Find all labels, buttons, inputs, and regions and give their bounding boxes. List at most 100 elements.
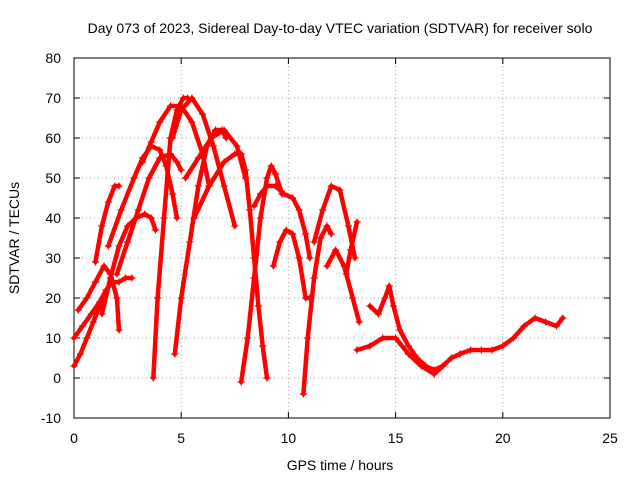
data-point <box>246 206 254 214</box>
data-point <box>181 174 189 182</box>
data-point <box>499 342 507 350</box>
data-point <box>327 230 335 238</box>
x-tick-label: 0 <box>70 430 78 446</box>
data-point <box>282 226 290 234</box>
data-point <box>231 222 239 230</box>
data-point <box>317 234 325 242</box>
data-point <box>89 318 97 326</box>
data-point <box>190 214 198 222</box>
data-point <box>374 310 382 318</box>
data-point <box>272 182 280 190</box>
data-point <box>295 254 303 262</box>
data-point <box>379 334 387 342</box>
data-point <box>156 118 164 126</box>
data-point <box>104 198 112 206</box>
data-point <box>422 362 430 370</box>
y-tick-label: 20 <box>45 290 61 306</box>
data-point <box>177 294 185 302</box>
data-point <box>272 170 280 178</box>
data-point <box>141 210 149 218</box>
data-point <box>124 222 132 230</box>
series-line <box>238 163 285 385</box>
data-point <box>87 310 95 318</box>
y-axis-label: SDTVAR / TECUs <box>6 182 22 294</box>
data-point <box>134 206 142 214</box>
data-point <box>257 190 265 198</box>
data-point <box>173 214 181 222</box>
data-point <box>166 102 174 110</box>
data-point <box>351 254 359 262</box>
data-point <box>156 146 164 154</box>
data-point <box>188 118 196 126</box>
series-arc-14 <box>237 162 286 386</box>
data-point <box>353 346 361 354</box>
y-tick-label: 0 <box>53 370 61 386</box>
series-arc-10 <box>171 126 230 358</box>
data-point <box>100 262 108 270</box>
series-arc-22 <box>366 282 447 374</box>
data-point <box>147 138 155 146</box>
data-point <box>96 298 104 306</box>
data-point <box>254 302 262 310</box>
plot-frame <box>73 57 611 419</box>
series-arc-13 <box>190 150 271 382</box>
data-point <box>113 270 121 278</box>
data-point <box>199 110 207 118</box>
data-point <box>467 346 475 354</box>
y-tick-label: 50 <box>45 170 61 186</box>
data-point <box>267 162 275 170</box>
data-point <box>177 106 185 114</box>
data-point <box>257 214 265 222</box>
data-point <box>115 278 123 286</box>
data-point <box>128 274 136 282</box>
x-tick-label: 15 <box>388 430 404 446</box>
series-line <box>114 151 184 277</box>
data-point <box>250 274 258 282</box>
data-point <box>510 334 518 342</box>
data-point <box>91 278 99 286</box>
series-arc-21 <box>353 314 567 378</box>
x-tick-label: 10 <box>281 430 297 446</box>
series-arc-16 <box>269 226 314 302</box>
data-point <box>177 166 185 174</box>
data-point <box>117 206 125 214</box>
data-point <box>244 334 252 342</box>
data-point <box>186 238 194 246</box>
data-point <box>552 322 560 330</box>
data-point <box>154 294 162 302</box>
data-point <box>151 226 159 234</box>
data-point <box>385 282 393 290</box>
data-point <box>302 230 310 238</box>
y-tick-label: 40 <box>45 210 61 226</box>
data-point <box>413 354 421 362</box>
data-point <box>531 314 539 322</box>
data-point <box>306 254 314 262</box>
data-point <box>559 314 567 322</box>
data-point <box>139 158 147 166</box>
data-point <box>542 318 550 326</box>
x-tick-label: 25 <box>602 430 618 446</box>
data-point <box>233 142 241 150</box>
data-point <box>70 362 78 370</box>
data-point <box>79 322 87 330</box>
x-tick-label: 5 <box>177 430 185 446</box>
series-arc-5 <box>98 210 159 318</box>
data-point <box>389 302 397 310</box>
data-point <box>209 142 217 150</box>
data-point <box>276 238 284 246</box>
data-point <box>299 390 307 398</box>
data-point <box>83 334 91 342</box>
series-line <box>311 183 358 261</box>
data-point <box>263 374 271 382</box>
data-point <box>194 154 202 162</box>
data-point <box>323 222 331 230</box>
data-point <box>160 214 168 222</box>
y-axis: -10 0 10 20 30 40 50 60 70 80 <box>41 50 610 426</box>
data-point <box>342 270 350 278</box>
data-point <box>456 350 464 358</box>
x-axis-label: GPS time / hours <box>287 457 394 473</box>
data-point <box>207 134 215 142</box>
data-point <box>242 166 250 174</box>
data-point <box>269 262 277 270</box>
